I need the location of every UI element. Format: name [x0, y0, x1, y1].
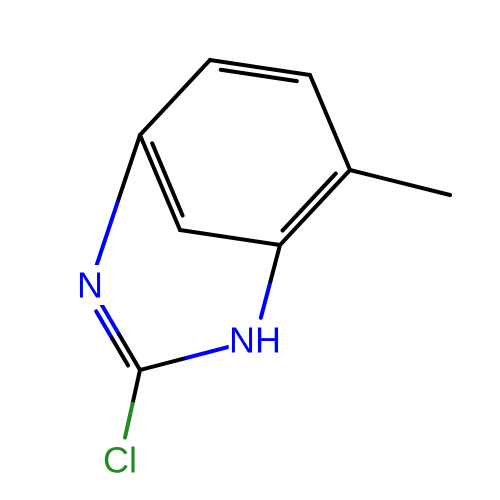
atom-label-n7: N	[77, 265, 103, 306]
molecule-diagram: N NH Cl	[0, 0, 500, 500]
atom-label-cl10: Cl	[103, 440, 137, 481]
bonds-group	[95, 60, 450, 438]
atoms-group: N NH Cl	[75, 265, 281, 481]
atom-label-n9: NH	[229, 320, 281, 361]
